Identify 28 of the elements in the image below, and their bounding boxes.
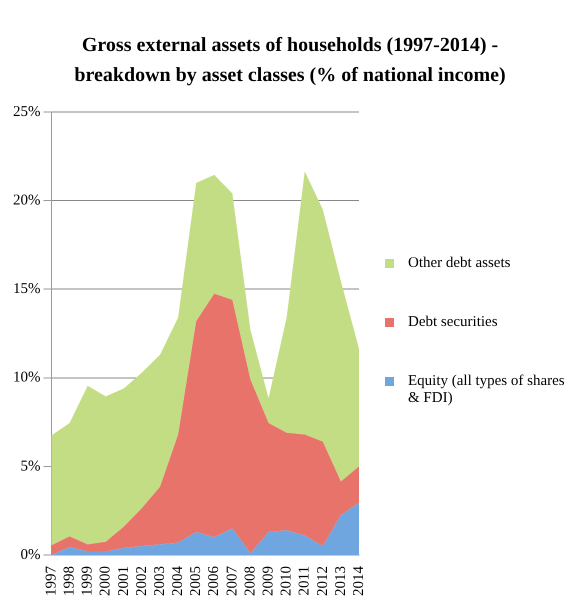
x-tick-label: 2007 <box>224 566 240 596</box>
legend-label: Debt securities <box>408 314 498 331</box>
y-tick-label: 10% <box>12 370 40 386</box>
x-tick-label: 2013 <box>332 566 349 596</box>
x-tick-label: 2000 <box>98 566 114 596</box>
x-tick-label: 2003 <box>152 566 168 596</box>
y-tick-label: 20% <box>12 192 40 209</box>
x-tick-label: 2009 <box>260 566 276 596</box>
x-tick-label: 2006 <box>206 566 222 596</box>
legend-label: Equity (all types of shares & FDI) <box>408 373 566 407</box>
x-tick-label: 1998 <box>62 566 78 596</box>
x-tick-label: 2004 <box>170 566 186 596</box>
x-tick-label: 2012 <box>314 566 331 596</box>
y-tick-label: 0% <box>20 546 40 563</box>
x-tick-label: 1999 <box>80 566 96 596</box>
legend-label: Other debt assets <box>408 255 510 272</box>
y-tick-label: 5% <box>20 458 40 474</box>
y-tick-label: 15% <box>12 281 40 298</box>
x-tick-label: 2011 <box>296 566 313 596</box>
x-tick-label: 2005 <box>188 566 204 596</box>
x-tick-label: 2014 <box>350 566 367 596</box>
x-tick-label: 1997 <box>43 566 60 596</box>
x-tick-label: 2010 <box>278 566 295 596</box>
x-tick-label: 2001 <box>116 566 132 596</box>
chart-title: Gross external assets of households (1997-2014) - breakdown by asset classes (% of national income) <box>73 33 507 88</box>
x-tick-label: 2002 <box>134 566 150 596</box>
x-tick-label: 2008 <box>242 566 258 596</box>
y-tick-label: 25% <box>12 104 40 120</box>
